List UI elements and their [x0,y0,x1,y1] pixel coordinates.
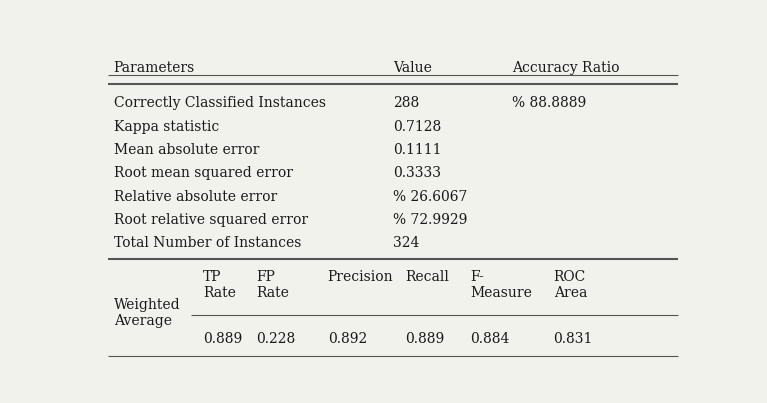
Text: % 26.6067: % 26.6067 [393,189,467,204]
Text: % 88.8889: % 88.8889 [512,96,586,110]
Text: Accuracy Ratio: Accuracy Ratio [512,61,620,75]
Text: 0.831: 0.831 [554,332,593,346]
Text: Root relative squared error: Root relative squared error [114,213,308,227]
Text: Mean absolute error: Mean absolute error [114,143,259,157]
Text: 0.889: 0.889 [202,332,242,346]
Text: Root mean squared error: Root mean squared error [114,166,293,180]
Text: Total Number of Instances: Total Number of Instances [114,236,301,250]
Text: 0.892: 0.892 [328,332,367,346]
Text: % 72.9929: % 72.9929 [393,213,467,227]
Text: 0.884: 0.884 [470,332,510,346]
Text: 0.228: 0.228 [256,332,295,346]
Text: 0.1111: 0.1111 [393,143,442,157]
Text: Kappa statistic: Kappa statistic [114,120,219,134]
Text: Correctly Classified Instances: Correctly Classified Instances [114,96,326,110]
Text: F-
Measure: F- Measure [470,270,532,300]
Text: Parameters: Parameters [114,61,195,75]
Text: Value: Value [393,61,432,75]
Text: Weighted
Average: Weighted Average [114,298,180,328]
Text: Recall: Recall [405,270,449,284]
Text: TP
Rate: TP Rate [202,270,235,300]
Text: Precision: Precision [328,270,393,284]
Text: Relative absolute error: Relative absolute error [114,189,277,204]
Text: 324: 324 [393,236,420,250]
Text: FP
Rate: FP Rate [256,270,289,300]
Text: ROC
Area: ROC Area [554,270,587,300]
Text: 0.7128: 0.7128 [393,120,441,134]
Text: 0.3333: 0.3333 [393,166,441,180]
Text: 0.889: 0.889 [405,332,444,346]
Text: 288: 288 [393,96,420,110]
